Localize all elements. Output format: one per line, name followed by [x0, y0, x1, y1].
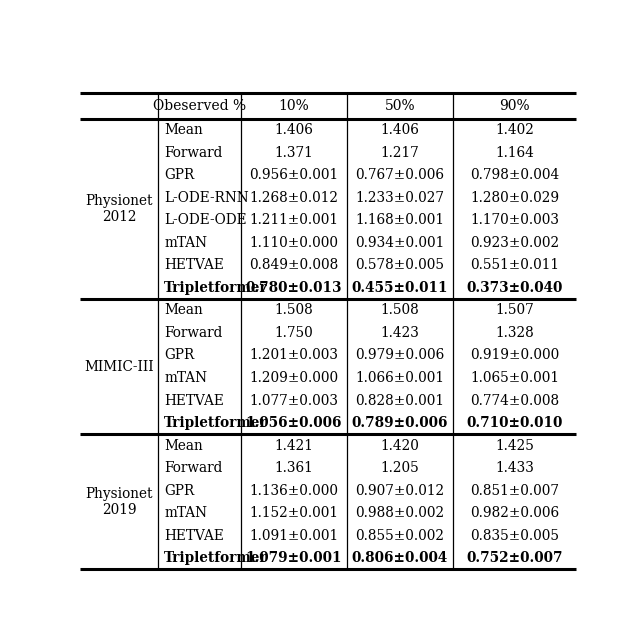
- Text: 1.209±0.000: 1.209±0.000: [250, 371, 339, 385]
- Text: 0.982±0.006: 0.982±0.006: [470, 506, 559, 520]
- Text: 1.079±0.001: 1.079±0.001: [246, 551, 342, 565]
- Text: GPR: GPR: [164, 349, 195, 363]
- Text: 1.066±0.001: 1.066±0.001: [355, 371, 444, 385]
- Text: Forward: Forward: [164, 326, 223, 340]
- Text: 1.508: 1.508: [381, 303, 419, 317]
- Text: 1.110±0.000: 1.110±0.000: [250, 236, 339, 250]
- Text: 1.433: 1.433: [495, 461, 534, 475]
- Text: 1.425: 1.425: [495, 439, 534, 453]
- Text: Mean: Mean: [164, 303, 203, 317]
- Text: 1.406: 1.406: [275, 123, 314, 137]
- Text: 1.065±0.001: 1.065±0.001: [470, 371, 559, 385]
- Text: 1.077±0.003: 1.077±0.003: [250, 394, 339, 408]
- Text: Tripletformer: Tripletformer: [164, 281, 268, 295]
- Text: 0.767±0.006: 0.767±0.006: [355, 169, 444, 183]
- Text: 0.455±0.011: 0.455±0.011: [351, 281, 448, 295]
- Text: 0.988±0.002: 0.988±0.002: [355, 506, 445, 520]
- Text: HETVAE: HETVAE: [164, 394, 224, 408]
- Text: 0.923±0.002: 0.923±0.002: [470, 236, 559, 250]
- Text: L-ODE-ODE: L-ODE-ODE: [164, 213, 247, 227]
- Text: 0.855±0.002: 0.855±0.002: [355, 529, 444, 543]
- Text: 0.373±0.040: 0.373±0.040: [467, 281, 563, 295]
- Text: 0.752±0.007: 0.752±0.007: [467, 551, 563, 565]
- Text: 1.420: 1.420: [381, 439, 419, 453]
- Text: 1.423: 1.423: [381, 326, 419, 340]
- Text: 1.328: 1.328: [495, 326, 534, 340]
- Text: 0.934±0.001: 0.934±0.001: [355, 236, 445, 250]
- Text: 1.402: 1.402: [495, 123, 534, 137]
- Text: 0.851±0.007: 0.851±0.007: [470, 483, 559, 497]
- Text: 1.406: 1.406: [381, 123, 419, 137]
- Text: 1.164: 1.164: [495, 146, 534, 160]
- Text: MIMIC-III: MIMIC-III: [84, 360, 154, 374]
- Text: 1.168±0.001: 1.168±0.001: [355, 213, 444, 227]
- Text: 1.211±0.001: 1.211±0.001: [250, 213, 339, 227]
- Text: 0.789±0.006: 0.789±0.006: [351, 416, 448, 430]
- Text: GPR: GPR: [164, 483, 195, 497]
- Text: 50%: 50%: [385, 99, 415, 113]
- Text: mTAN: mTAN: [164, 371, 207, 385]
- Text: mTAN: mTAN: [164, 236, 207, 250]
- Text: 0.979±0.006: 0.979±0.006: [355, 349, 445, 363]
- Text: Tripletformer: Tripletformer: [164, 551, 268, 565]
- Text: 0.551±0.011: 0.551±0.011: [470, 258, 559, 272]
- Text: 0.806±0.004: 0.806±0.004: [352, 551, 448, 565]
- Text: 1.091±0.001: 1.091±0.001: [250, 529, 339, 543]
- Text: 0.907±0.012: 0.907±0.012: [355, 483, 445, 497]
- Text: Physionet
2019: Physionet 2019: [85, 487, 153, 517]
- Text: 1.507: 1.507: [495, 303, 534, 317]
- Text: 0.710±0.010: 0.710±0.010: [467, 416, 563, 430]
- Text: 1.508: 1.508: [275, 303, 314, 317]
- Text: HETVAE: HETVAE: [164, 258, 224, 272]
- Text: 0.919±0.000: 0.919±0.000: [470, 349, 559, 363]
- Text: 1.371: 1.371: [275, 146, 314, 160]
- Text: 1.205: 1.205: [381, 461, 419, 475]
- Text: 10%: 10%: [278, 99, 309, 113]
- Text: mTAN: mTAN: [164, 506, 207, 520]
- Text: 0.578±0.005: 0.578±0.005: [355, 258, 444, 272]
- Text: 0.774±0.008: 0.774±0.008: [470, 394, 559, 408]
- Text: 1.201±0.003: 1.201±0.003: [250, 349, 339, 363]
- Text: 0.828±0.001: 0.828±0.001: [355, 394, 444, 408]
- Text: Forward: Forward: [164, 461, 223, 475]
- Text: 0.798±0.004: 0.798±0.004: [470, 169, 559, 183]
- Text: 0.835±0.005: 0.835±0.005: [470, 529, 559, 543]
- Text: 1.361: 1.361: [275, 461, 314, 475]
- Text: 0.849±0.008: 0.849±0.008: [250, 258, 339, 272]
- Text: 1.170±0.003: 1.170±0.003: [470, 213, 559, 227]
- Text: Forward: Forward: [164, 146, 223, 160]
- Text: 1.421: 1.421: [275, 439, 314, 453]
- Text: 1.056±0.006: 1.056±0.006: [246, 416, 342, 430]
- Text: HETVAE: HETVAE: [164, 529, 224, 543]
- Text: Mean: Mean: [164, 439, 203, 453]
- Text: Mean: Mean: [164, 123, 203, 137]
- Text: 1.233±0.027: 1.233±0.027: [355, 191, 444, 205]
- Text: 1.268±0.012: 1.268±0.012: [250, 191, 339, 205]
- Text: 0.780±0.013: 0.780±0.013: [246, 281, 342, 295]
- Text: Physionet
2012: Physionet 2012: [85, 194, 153, 224]
- Text: 1.136±0.000: 1.136±0.000: [250, 483, 339, 497]
- Text: 1.280±0.029: 1.280±0.029: [470, 191, 559, 205]
- Text: 1.217: 1.217: [381, 146, 419, 160]
- Text: L-ODE-RNN: L-ODE-RNN: [164, 191, 249, 205]
- Text: Tripletformer: Tripletformer: [164, 416, 268, 430]
- Text: 1.152±0.001: 1.152±0.001: [250, 506, 339, 520]
- Text: 1.750: 1.750: [275, 326, 314, 340]
- Text: 90%: 90%: [499, 99, 530, 113]
- Text: GPR: GPR: [164, 169, 195, 183]
- Text: Obeserved %: Obeserved %: [153, 99, 246, 113]
- Text: 0.956±0.001: 0.956±0.001: [250, 169, 339, 183]
